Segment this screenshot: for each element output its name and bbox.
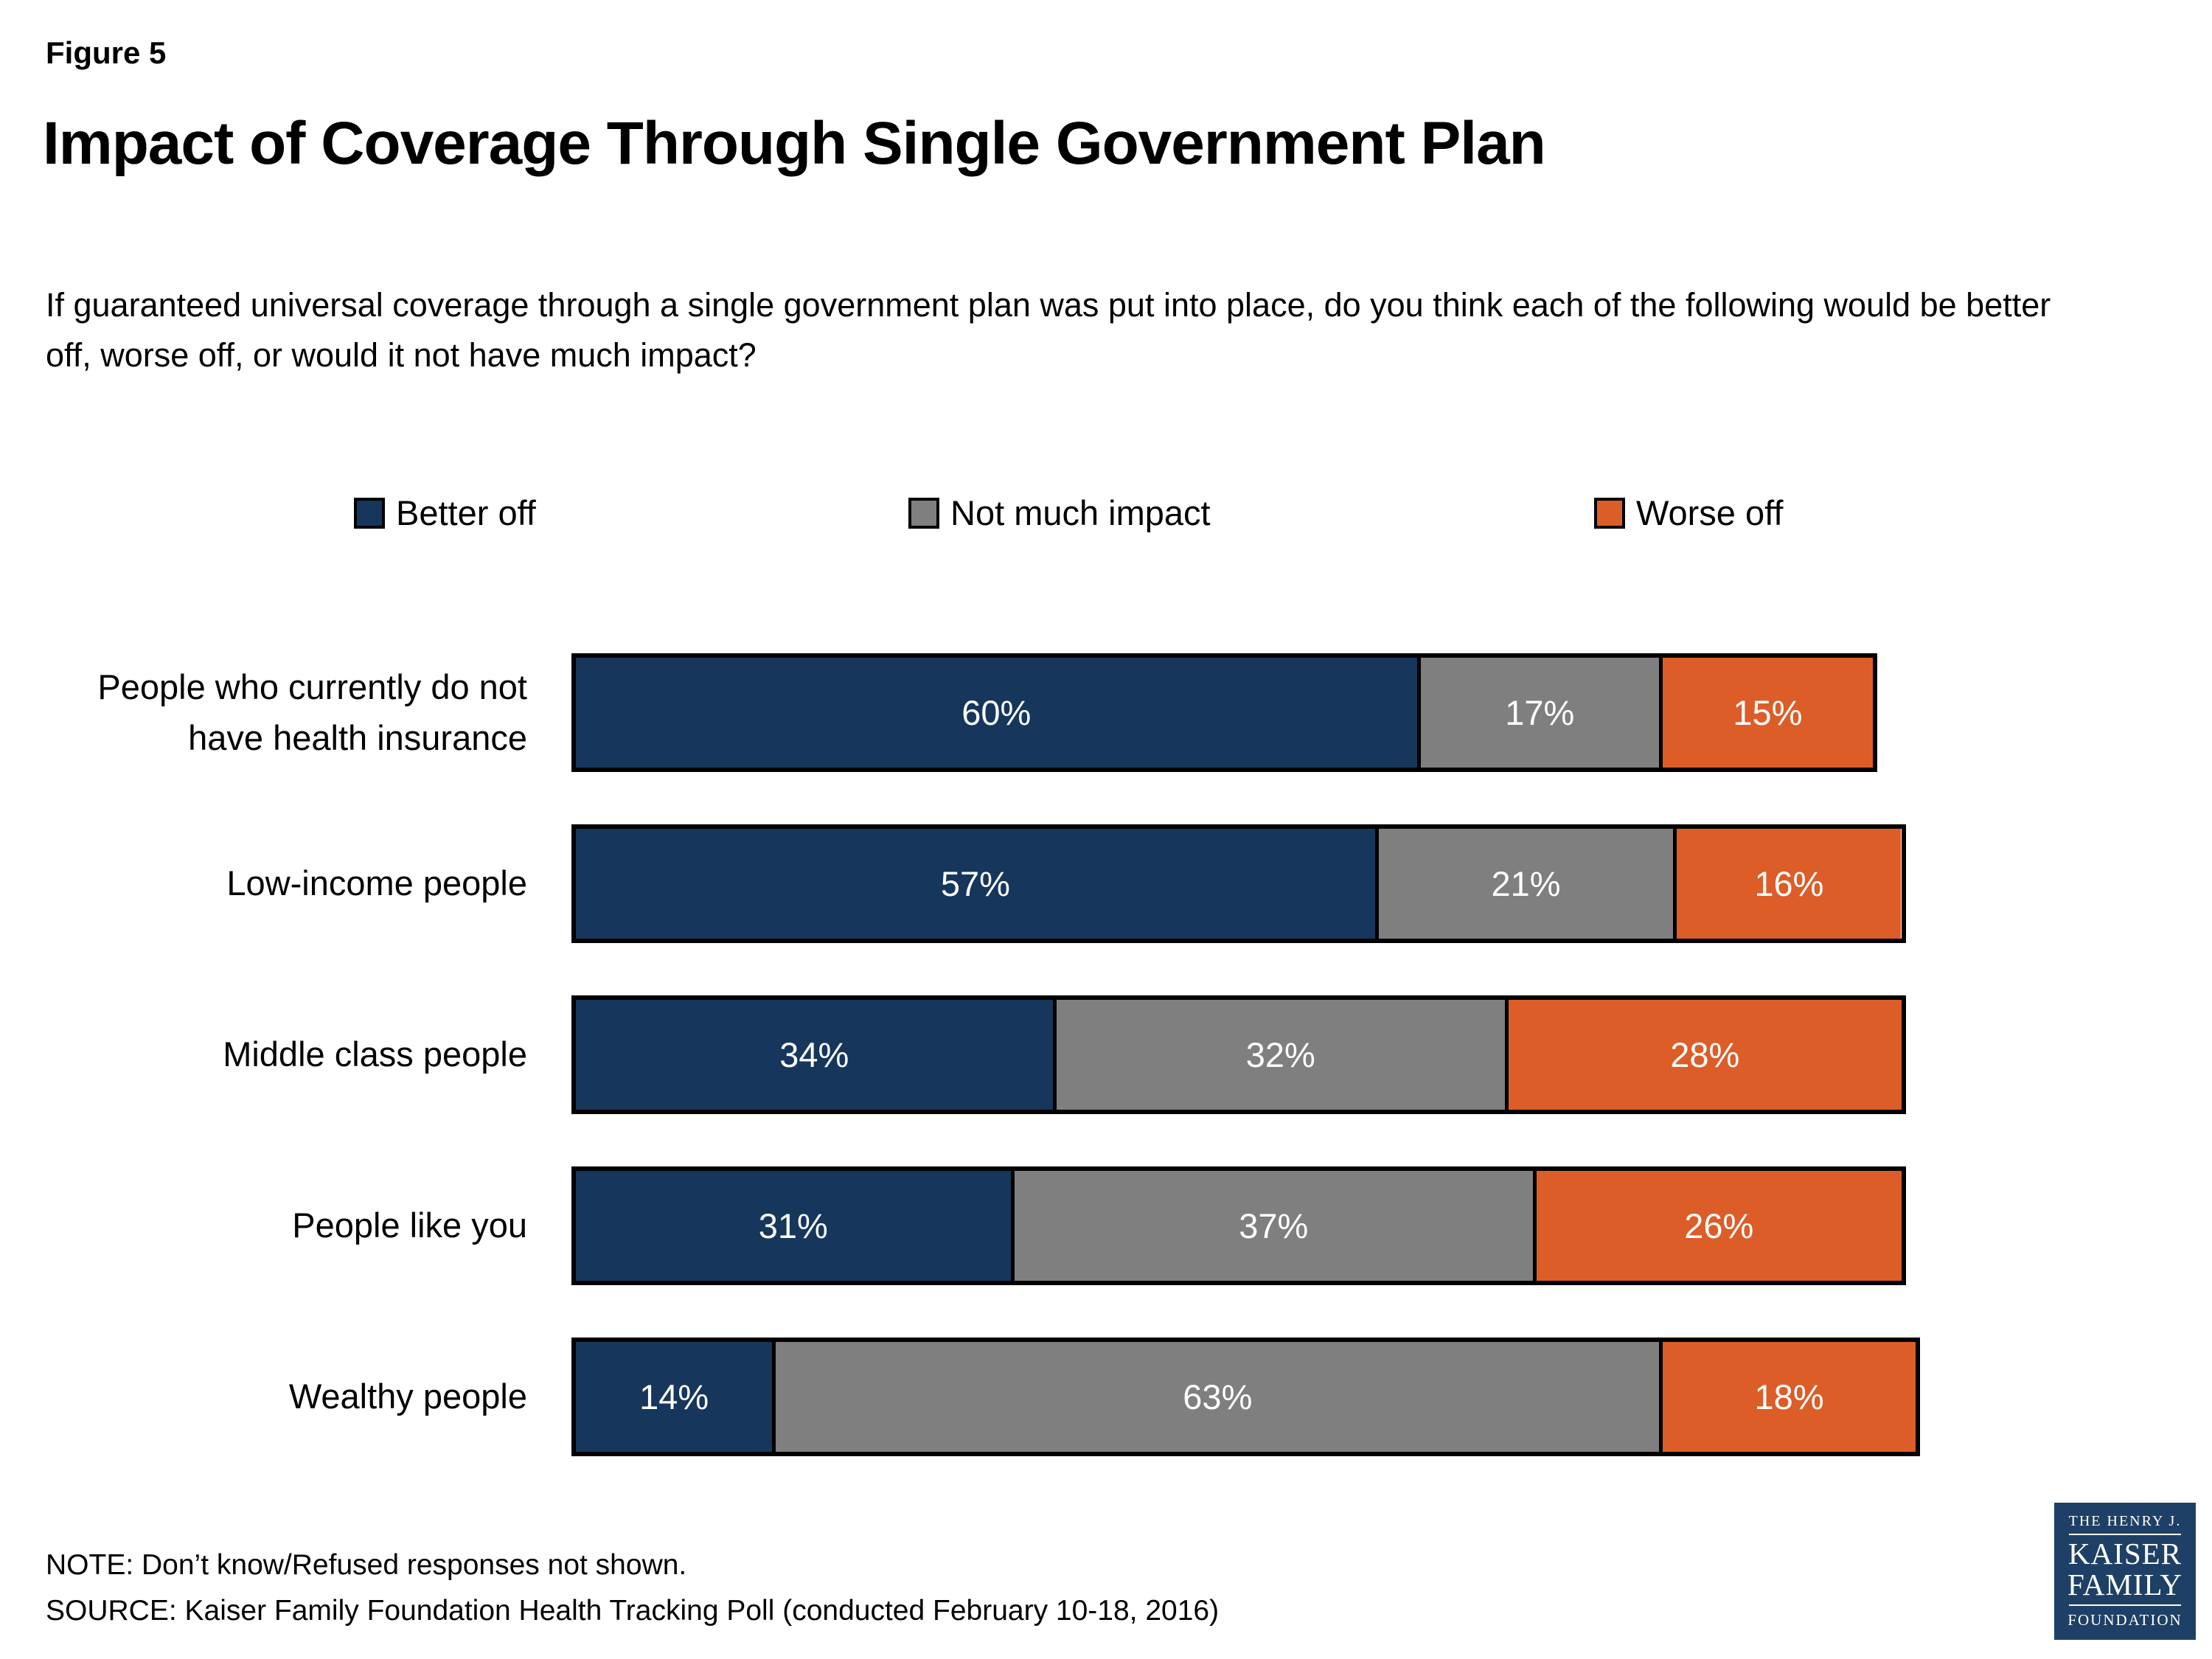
- bar-fill: 34% 32% 28%: [571, 995, 1906, 1114]
- segment-value-label: 28%: [1670, 1035, 1740, 1074]
- segment-value-label: 32%: [1245, 1035, 1315, 1074]
- segment-value-label: 37%: [1239, 1206, 1309, 1245]
- note-line: NOTE: Don’t know/Refused responses not s…: [46, 1549, 687, 1581]
- legend-label-not-much-impact: Not much impact: [950, 493, 1211, 532]
- page-title: Impact of Coverage Through Single Govern…: [43, 110, 1546, 177]
- bar-segment-better: 60%: [576, 658, 1417, 768]
- legend-swatch-worse-off: [1594, 497, 1625, 529]
- bar-segment-worse: 26%: [1533, 1171, 1902, 1281]
- segment-value-label: 18%: [1754, 1377, 1824, 1416]
- chart-legend: Better off Not much impact Worse off: [0, 493, 2212, 540]
- bar-fill: 57% 21% 16%: [571, 824, 1906, 943]
- chart-row: Middle class people 34% 32% 28%: [44, 995, 1991, 1114]
- bar-segment-better: 14%: [576, 1342, 773, 1452]
- bar-segment-not_much: 32%: [1052, 1000, 1506, 1110]
- segment-value-label: 17%: [1505, 693, 1575, 732]
- logo-divider-bottom: [2069, 1604, 2181, 1606]
- segment-value-label: 21%: [1491, 864, 1561, 903]
- segment-value-label: 15%: [1733, 693, 1803, 732]
- source-line: SOURCE: Kaiser Family Foundation Health …: [46, 1595, 1220, 1627]
- category-label: Low-income people: [226, 863, 527, 903]
- segment-value-label: 60%: [961, 693, 1032, 732]
- legend-swatch-better-off: [354, 497, 385, 529]
- logo-line-kaiser: KAISER: [2067, 1537, 2183, 1571]
- logo-line-family: FAMILY: [2067, 1568, 2183, 1601]
- bar-fill: 60% 17% 15%: [571, 653, 1877, 772]
- bar-segment-worse: 16%: [1673, 829, 1902, 939]
- chart-row: People who currently do not have health …: [44, 653, 1991, 772]
- category-label: People like you: [292, 1206, 527, 1245]
- segment-value-label: 57%: [940, 864, 1010, 903]
- stacked-bar-chart: People who currently do not have health …: [44, 653, 1991, 1509]
- bar-track: 57% 21% 16%: [571, 824, 1991, 943]
- legend-swatch-not-much-impact: [908, 497, 939, 529]
- chart-subtitle-question: If guaranteed universal coverage through…: [46, 286, 2051, 374]
- legend-item-worse-off: Worse off: [1594, 493, 1783, 533]
- bar-fill: 31% 37% 26%: [571, 1166, 1906, 1285]
- legend-label-worse-off: Worse off: [1636, 493, 1784, 532]
- segment-value-label: 26%: [1684, 1206, 1754, 1245]
- figure-label: Figure 5: [46, 35, 167, 70]
- bar-track: 34% 32% 28%: [571, 995, 1991, 1114]
- category-label: Middle class people: [223, 1034, 527, 1074]
- segment-value-label: 16%: [1754, 864, 1824, 903]
- bar-segment-not_much: 21%: [1374, 829, 1674, 939]
- bar-segment-not_much: 37%: [1010, 1171, 1534, 1281]
- category-label: People who currently do not have health …: [97, 667, 527, 757]
- chart-footnotes: NOTE: Don’t know/Refused responses not s…: [46, 1543, 1219, 1635]
- segment-value-label: 34%: [779, 1035, 849, 1074]
- chart-row: Wealthy people 14% 63% 18%: [44, 1338, 1991, 1456]
- chart-row: People like you 31% 37% 26%: [44, 1166, 1991, 1285]
- bar-segment-better: 31%: [576, 1171, 1011, 1281]
- legend-item-better-off: Better off: [354, 493, 536, 533]
- bar-track: 14% 63% 18%: [571, 1338, 1991, 1456]
- bar-segment-worse: 15%: [1658, 658, 1873, 768]
- bar-track: 31% 37% 26%: [571, 1166, 1991, 1285]
- logo-line-the-henry-j: THE HENRY J.: [2068, 1513, 2182, 1530]
- segment-value-label: 14%: [639, 1377, 709, 1416]
- bar-track: 60% 17% 15%: [571, 653, 1991, 772]
- legend-label-better-off: Better off: [396, 493, 536, 532]
- kff-foundation-logo: THE HENRY J. KAISER FAMILY FOUNDATION: [2054, 1503, 2196, 1640]
- category-label: Wealthy people: [288, 1377, 527, 1416]
- bar-segment-not_much: 63%: [772, 1342, 1660, 1452]
- bar-segment-better: 34%: [576, 1000, 1053, 1110]
- bar-segment-not_much: 17%: [1416, 658, 1659, 768]
- segment-value-label: 31%: [758, 1206, 828, 1245]
- logo-divider-top: [2069, 1534, 2181, 1536]
- logo-line-foundation: FOUNDATION: [2067, 1610, 2183, 1629]
- chart-row: Low-income people 57% 21% 16%: [44, 824, 1991, 943]
- legend-item-not-much-impact: Not much impact: [908, 493, 1211, 533]
- bar-segment-worse: 28%: [1505, 1000, 1902, 1110]
- bar-segment-better: 57%: [576, 829, 1375, 939]
- segment-value-label: 63%: [1183, 1377, 1253, 1416]
- bar-segment-worse: 18%: [1659, 1342, 1916, 1452]
- bar-fill: 14% 63% 18%: [571, 1338, 1920, 1456]
